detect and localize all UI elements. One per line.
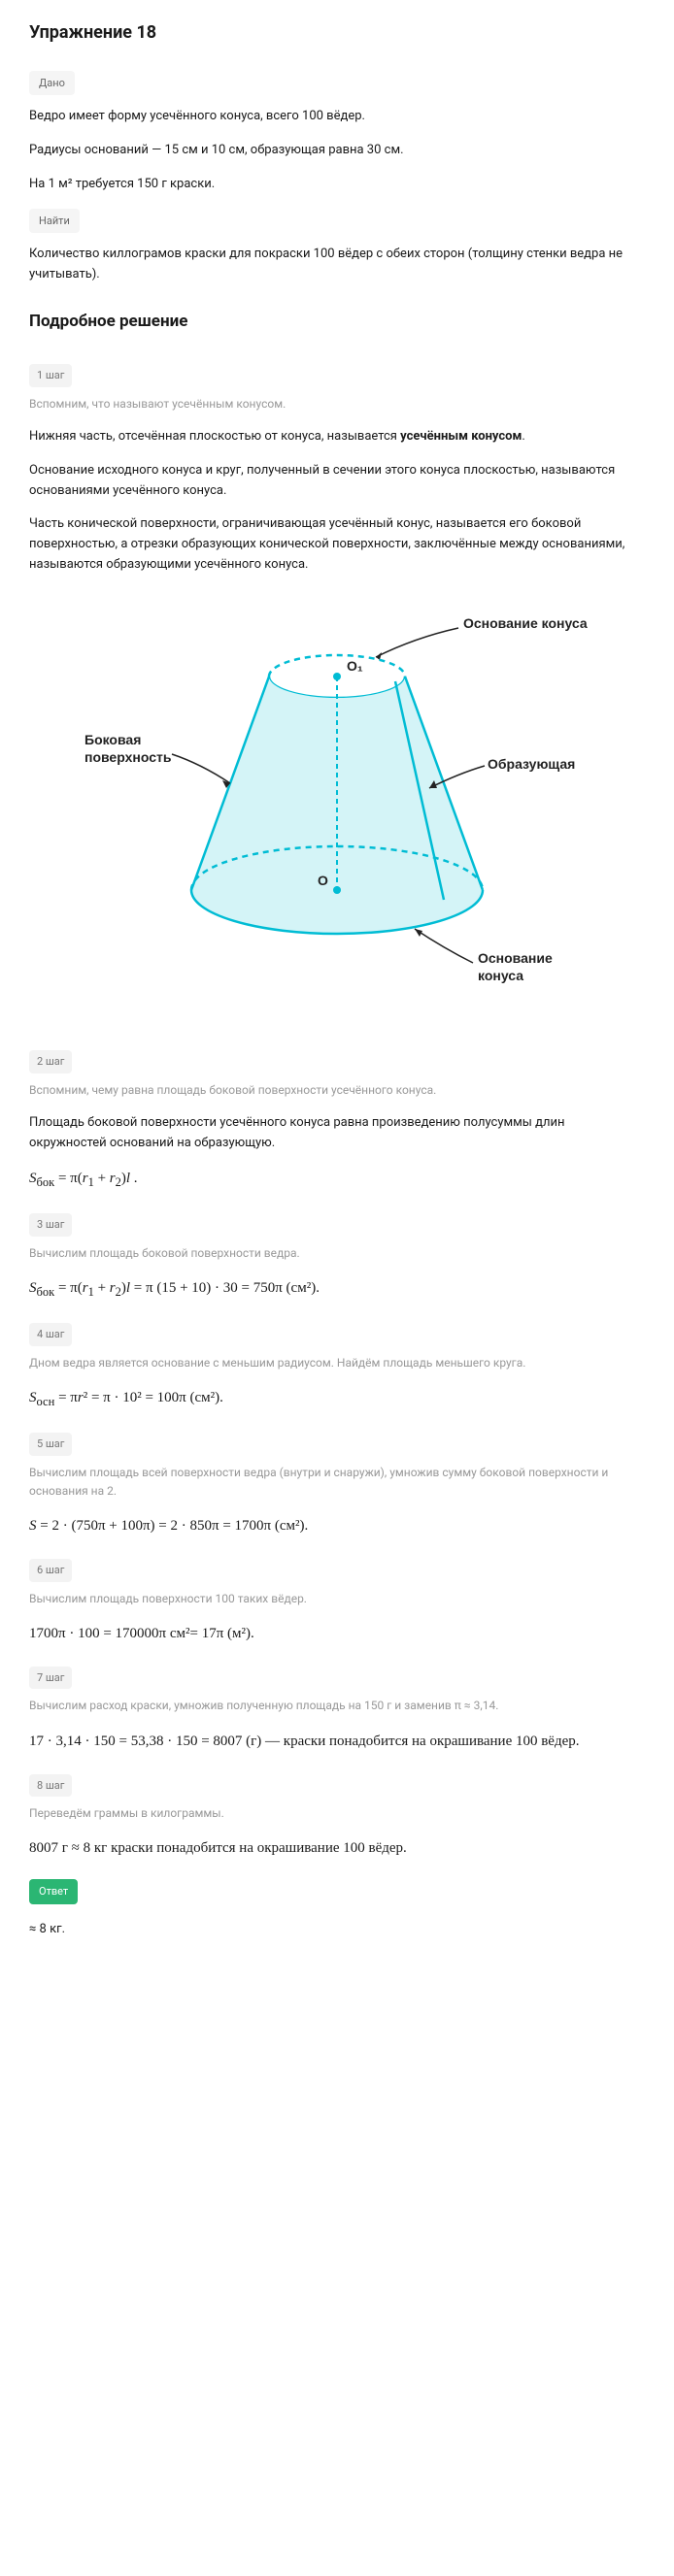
arrowhead-bottom-base (415, 929, 422, 937)
step-1-intro: Вспомним, что называют усечённым конусом… (29, 395, 645, 413)
find-p1: Количество киллограмов краски для покрас… (29, 245, 645, 285)
step-4-intro: Дном ведра является основание с меньшим … (29, 1354, 645, 1372)
step-2-p: Площадь боковой поверхности усечённого к… (29, 1113, 645, 1154)
find-badge: Найти (29, 209, 80, 234)
step-1-badge: 1 шаг (29, 364, 72, 387)
step-2-formula: Sбок = π(r1 + r2)l . (29, 1167, 645, 1192)
exercise-title: Упражнение 18 (29, 19, 645, 48)
answer-text: ≈ 8 кг. (29, 1920, 645, 1940)
label-o1: O₁ (347, 658, 363, 674)
frustum-svg: Основание конуса O₁ O Боковая поверхност… (75, 599, 599, 1007)
arrow-lateral (172, 754, 230, 783)
solution-title: Подробное решение (29, 309, 645, 335)
given-badge: Дано (29, 71, 75, 96)
label-lateral-2: поверхность (84, 749, 172, 765)
step-3-formula: Sбок = π(r1 + r2)l = π (15 + 10) · 30 = … (29, 1276, 645, 1302)
step-3-badge: 3 шаг (29, 1213, 72, 1237)
point-o1 (333, 673, 341, 680)
step-1-p3: Основание исходного конуса и круг, получ… (29, 461, 645, 502)
step-2-badge: 2 шаг (29, 1050, 72, 1073)
step-1-def: Нижняя часть, отсечённая плоскостью от к… (29, 427, 645, 447)
step-6-formula: 1700π · 100 = 170000π см²= 17π (м²). (29, 1622, 645, 1645)
label-bottom-base-2: конуса (478, 968, 523, 983)
step-1-def-b: усечённым конусом (400, 429, 522, 444)
step-1-p4: Часть конической поверхности, ограничива… (29, 514, 645, 575)
given-p2: Радиусы оснований — 15 см и 10 см, образ… (29, 141, 645, 161)
step-6-intro: Вычислим площадь поверхности 100 таких в… (29, 1590, 645, 1608)
step-8-formula: 8007 г ≈ 8 кг краски понадобится на окра… (29, 1836, 645, 1860)
label-generatrix: Образующая (488, 756, 575, 772)
given-p1: Ведро имеет форму усечённого конуса, все… (29, 107, 645, 127)
step-7-formula: 17 · 3,14 · 150 = 53,38 · 150 = 8007 (г)… (29, 1730, 645, 1753)
arrow-top-base (376, 628, 458, 657)
step-5-badge: 5 шаг (29, 1433, 72, 1456)
point-o (333, 886, 341, 894)
given-p3: На 1 м² требуется 150 г краски. (29, 175, 645, 195)
step-6-badge: 6 шаг (29, 1559, 72, 1582)
step-7-intro: Вычислим расход краски, умножив полученн… (29, 1697, 645, 1715)
step-1-def-c: . (522, 429, 524, 444)
answer-badge: Ответ (29, 1879, 78, 1904)
step-8-intro: Переведём граммы в килограммы. (29, 1804, 645, 1823)
step-8-badge: 8 шаг (29, 1774, 72, 1798)
label-top-base: Основание конуса (463, 615, 588, 631)
frustum-diagram: Основание конуса O₁ O Боковая поверхност… (29, 599, 645, 1013)
step-2-intro: Вспомним, чему равна площадь боковой пов… (29, 1081, 645, 1100)
step-7-badge: 7 шаг (29, 1667, 72, 1690)
step-4-badge: 4 шаг (29, 1323, 72, 1346)
step-4-formula: Sосн = πr² = π · 10² = 100π (см²). (29, 1386, 645, 1411)
step-5-formula: S = 2 · (750π + 100π) = 2 · 850π = 1700π… (29, 1514, 645, 1537)
label-bottom-base-1: Основание (478, 950, 553, 966)
label-lateral-1: Боковая (84, 732, 141, 747)
arrow-bottom-base (415, 929, 473, 963)
label-o: O (318, 873, 328, 888)
step-3-intro: Вычислим площадь боковой поверхности вед… (29, 1244, 645, 1263)
step-1-def-a: Нижняя часть, отсечённая плоскостью от к… (29, 429, 400, 444)
step-5-intro: Вычислим площадь всей поверхности ведра … (29, 1464, 645, 1501)
